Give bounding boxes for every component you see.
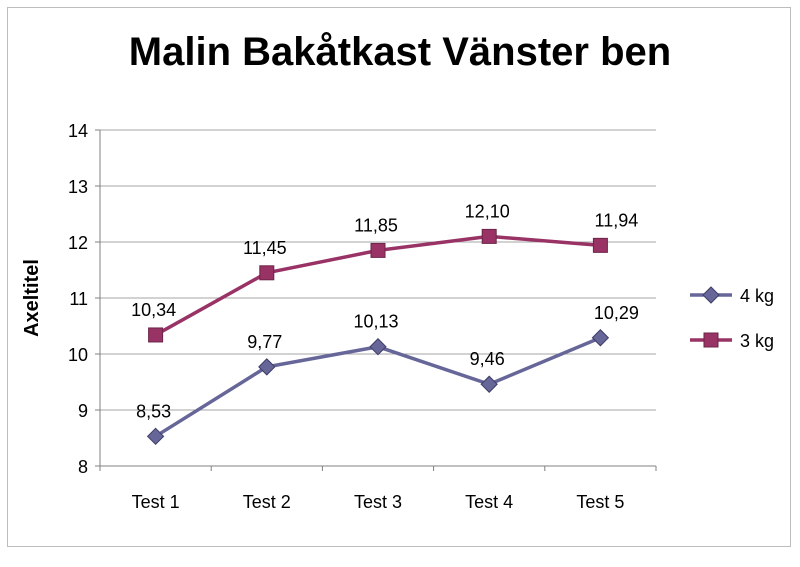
y-tick-label: 12 (68, 233, 88, 253)
point-diamond (369, 338, 387, 356)
axes: 8 9 10 11 12 13 14 Test 1 Test 2 Test 3 Test 4 Test… (68, 121, 657, 512)
series-4kg (146, 329, 610, 446)
x-tick-label: Test 5 (576, 492, 624, 512)
point-square (370, 242, 386, 258)
data-label: 11,94 (595, 210, 639, 230)
point-square (703, 332, 719, 348)
y-tick-label: 9 (78, 401, 88, 421)
data-labels: 8,53 9,77 10,13 9,46 10,29 10,34 11,45 11,85 12,… (131, 201, 639, 421)
data-label: 12,10 (465, 201, 510, 221)
y-tick-label: 10 (68, 345, 88, 365)
legend: 4 kg 3 kg (690, 286, 774, 351)
point-square (148, 327, 164, 343)
y-axis-title: Axeltitel (21, 259, 43, 337)
point-square (481, 228, 497, 244)
point-square (592, 237, 608, 253)
y-tick-label: 14 (68, 121, 88, 141)
legend-label: 4 kg (740, 286, 774, 306)
x-tick-label: Test 2 (243, 492, 291, 512)
data-label: 10,29 (594, 303, 639, 323)
point-diamond (591, 329, 610, 347)
x-tick-label: Test 1 (132, 492, 180, 512)
x-tick-label: Test 4 (465, 492, 513, 512)
data-label: 9,46 (470, 349, 505, 369)
y-tick-label: 13 (68, 177, 88, 197)
data-label: 10,34 (131, 300, 176, 320)
gridlines (100, 129, 656, 411)
chart-title: Malin Bakåtkast Vänster ben (128, 30, 672, 74)
series (146, 228, 610, 446)
point-diamond (480, 375, 498, 393)
data-label: 9,77 (247, 332, 282, 352)
point-square (259, 265, 275, 281)
point-diamond (702, 286, 720, 304)
data-label: 11,85 (354, 215, 398, 235)
chart-frame (7, 7, 791, 547)
point-diamond (146, 427, 165, 446)
data-label: 8,53 (136, 401, 171, 421)
data-label: 10,13 (353, 312, 398, 332)
legend-label: 3 kg (740, 331, 774, 351)
y-tick-label: 8 (78, 457, 88, 477)
y-tick-label: 11 (69, 289, 88, 309)
data-label: 11,45 (243, 238, 287, 258)
point-diamond (258, 358, 276, 376)
series-3kg (148, 228, 608, 343)
x-tick-label: Test 3 (354, 492, 402, 512)
